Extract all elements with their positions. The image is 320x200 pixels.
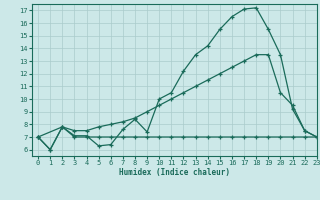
X-axis label: Humidex (Indice chaleur): Humidex (Indice chaleur) [119,168,230,177]
